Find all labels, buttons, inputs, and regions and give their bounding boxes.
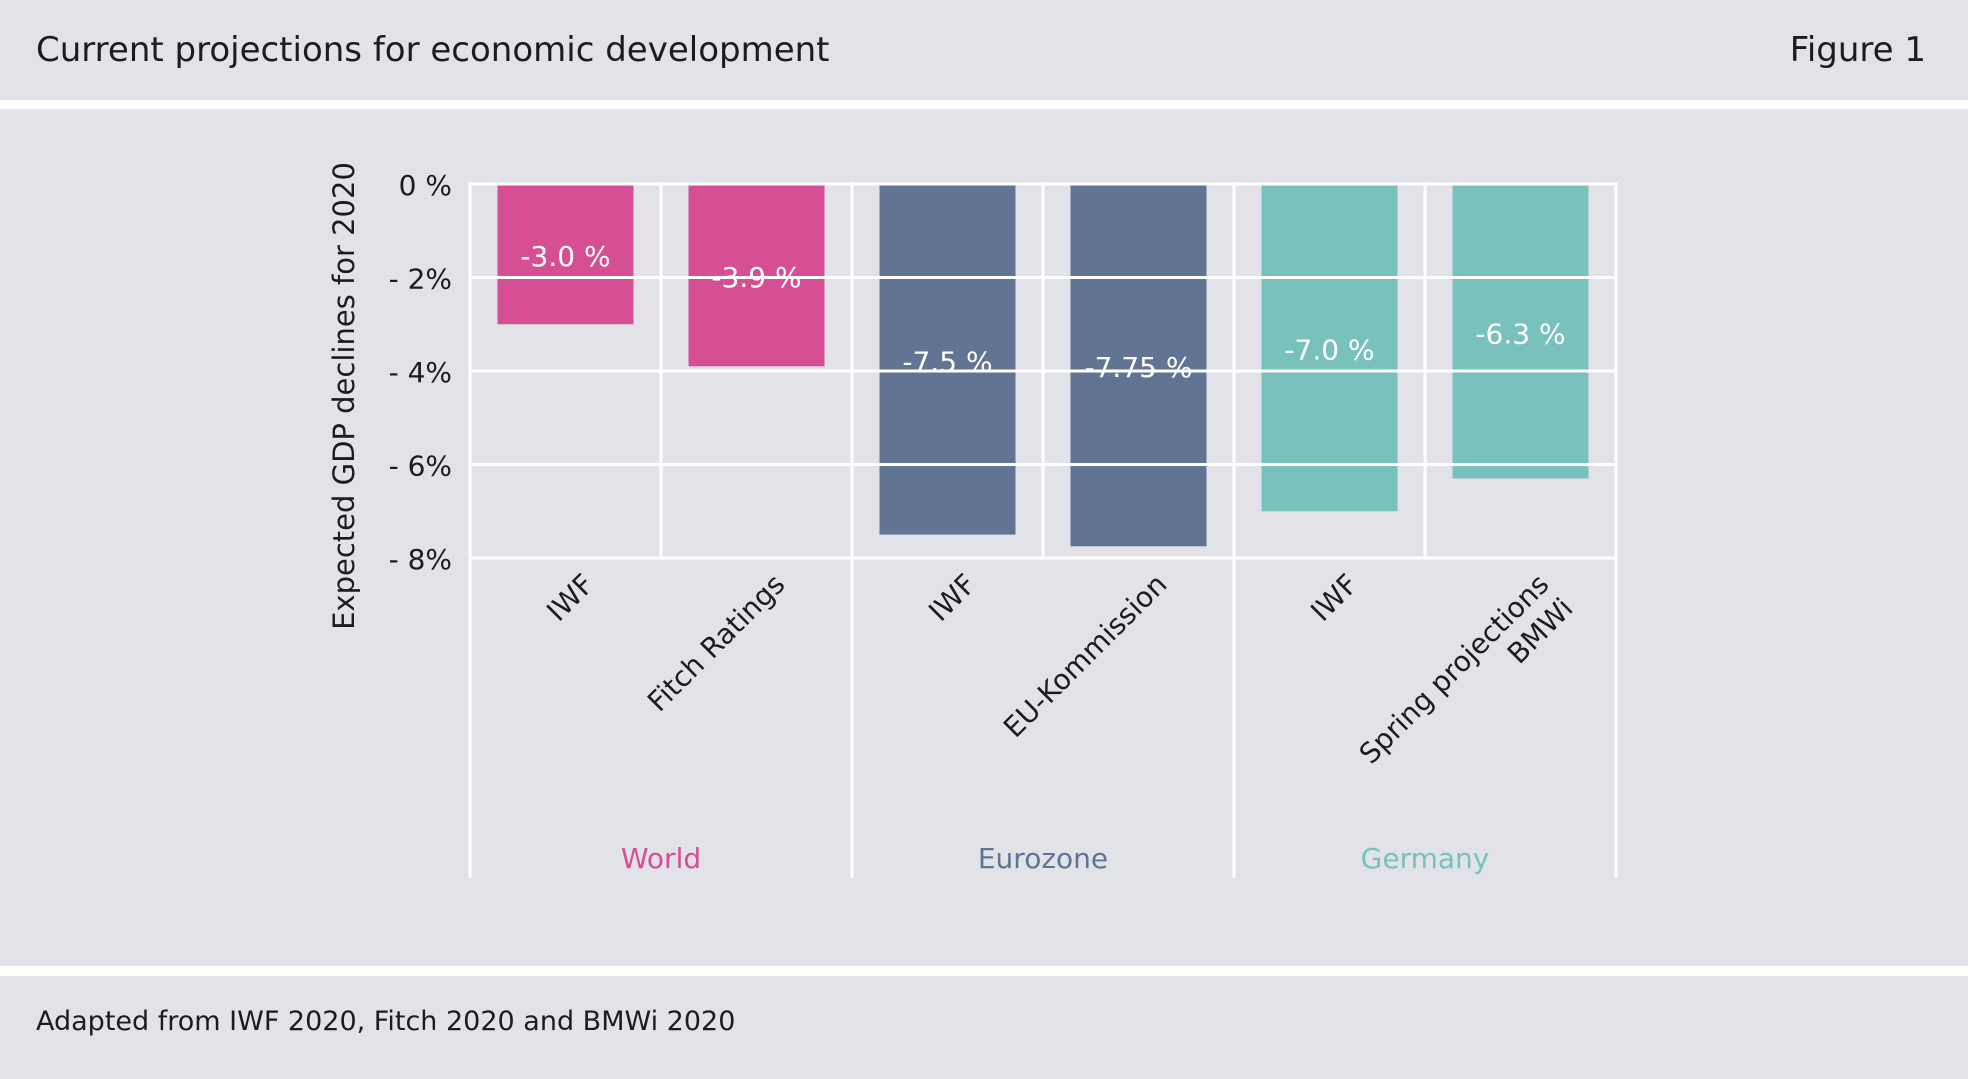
data-label-germany-1: -7.0 %: [1284, 334, 1374, 367]
y-tick-label: - 2%: [389, 263, 452, 296]
category-label-world-2: Fitch Ratings: [641, 568, 791, 718]
category-label-germany-1: IWF: [1304, 568, 1364, 628]
category-label-eurozone-2: EU-Kommission: [997, 568, 1173, 744]
data-label-eurozone-2: -7.75 %: [1085, 351, 1193, 384]
group-label-world: World: [621, 842, 701, 875]
data-label-world-2: -3.9 %: [711, 261, 801, 294]
category-label-germany-2: Spring projectionsBMWi: [1353, 568, 1580, 795]
group-label-germany: Germany: [1361, 842, 1490, 875]
source-note: Adapted from IWF 2020, Fitch 2020 and BM…: [36, 1006, 736, 1037]
header-band: Current projections for economic develop…: [0, 0, 1968, 100]
bar-world-2: [688, 184, 825, 367]
y-tick-label: - 8%: [389, 543, 452, 576]
bar-world-1: [497, 184, 634, 325]
data-label-germany-2: -6.3 %: [1475, 317, 1565, 350]
y-tick-label: 0 %: [399, 169, 452, 202]
category-label-eurozone-1: IWF: [922, 568, 982, 628]
bar-eurozone-1: [879, 184, 1016, 535]
y-tick-label: - 4%: [389, 356, 452, 389]
data-label-world-1: -3.0 %: [520, 240, 610, 273]
figure-title: Current projections for economic develop…: [36, 30, 830, 70]
data-label-eurozone-1: -7.5 %: [902, 345, 992, 378]
bar-germany-2: [1452, 184, 1589, 479]
footer-band: Adapted from IWF 2020, Fitch 2020 and BM…: [0, 976, 1968, 1079]
category-label-world-1: IWF: [540, 568, 600, 628]
group-label-eurozone: Eurozone: [978, 842, 1108, 875]
y-tick-label: - 6%: [389, 450, 452, 483]
y-axis-title: Expected GDP declines for 2020: [327, 162, 361, 630]
bar-eurozone-2: [1070, 184, 1207, 547]
bar-germany-1: [1261, 184, 1398, 512]
figure-number: Figure 1: [1789, 30, 1926, 70]
